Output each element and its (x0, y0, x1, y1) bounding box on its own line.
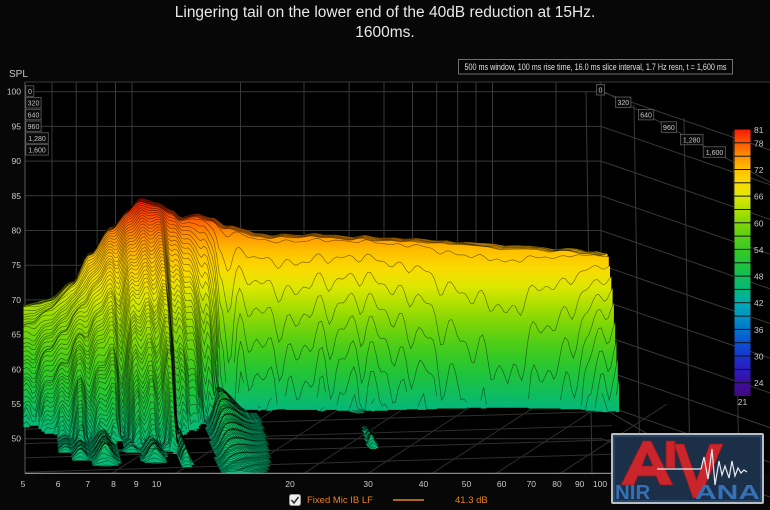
svg-text:100: 100 (593, 479, 607, 489)
svg-text:SPL: SPL (9, 69, 28, 80)
svg-text:78: 78 (754, 138, 764, 148)
svg-text:500 ms window, 100 ms rise tim: 500 ms window, 100 ms rise time, 16.0 ms… (465, 62, 727, 73)
svg-text:9: 9 (134, 479, 139, 489)
svg-text:960: 960 (663, 125, 675, 132)
svg-text:5: 5 (21, 479, 26, 489)
svg-text:8: 8 (111, 479, 116, 489)
svg-text:1,280: 1,280 (28, 136, 46, 143)
svg-text:640: 640 (28, 112, 40, 119)
svg-text:24: 24 (754, 378, 764, 388)
svg-text:320: 320 (28, 101, 40, 108)
svg-text:54: 54 (754, 245, 764, 255)
svg-text:Fixed Mic IB LF: Fixed Mic IB LF (307, 495, 373, 506)
svg-text:60: 60 (754, 218, 764, 228)
svg-text:41.3 dB: 41.3 dB (455, 495, 488, 506)
svg-text:20: 20 (285, 479, 295, 489)
svg-text:30: 30 (754, 352, 764, 362)
svg-text:100: 100 (7, 87, 21, 97)
svg-text:42: 42 (754, 298, 764, 308)
svg-text:1,280: 1,280 (683, 137, 701, 144)
svg-text:81: 81 (754, 125, 764, 135)
svg-text:50: 50 (462, 479, 472, 489)
svg-text:30: 30 (363, 479, 373, 489)
svg-text:70: 70 (527, 479, 537, 489)
svg-text:65: 65 (12, 330, 22, 340)
svg-text:0: 0 (28, 89, 32, 96)
svg-text:21: 21 (738, 397, 748, 407)
svg-text:640: 640 (640, 112, 652, 119)
svg-text:90: 90 (12, 156, 22, 166)
svg-text:85: 85 (12, 191, 22, 201)
svg-text:40: 40 (419, 479, 429, 489)
svg-text:960: 960 (28, 124, 40, 131)
svg-text:70: 70 (12, 295, 22, 305)
svg-text:10: 10 (152, 479, 162, 489)
svg-text:80: 80 (12, 226, 22, 236)
svg-text:66: 66 (754, 192, 764, 202)
svg-text:60: 60 (12, 364, 22, 374)
svg-text:0: 0 (599, 88, 603, 95)
svg-text:50: 50 (12, 434, 22, 444)
svg-text:NIR: NIR (615, 481, 651, 502)
svg-text:95: 95 (12, 121, 22, 131)
svg-text:7: 7 (85, 479, 90, 489)
svg-text:ANA: ANA (695, 481, 760, 502)
svg-text:55: 55 (12, 399, 22, 409)
svg-text:48: 48 (754, 272, 764, 282)
svg-text:80: 80 (552, 479, 562, 489)
svg-text:36: 36 (754, 325, 764, 335)
svg-text:1,600: 1,600 (706, 150, 724, 157)
svg-text:90: 90 (575, 479, 585, 489)
svg-text:72: 72 (754, 165, 764, 175)
svg-text:6: 6 (56, 479, 61, 489)
svg-text:60: 60 (497, 479, 507, 489)
svg-text:75: 75 (12, 260, 22, 270)
svg-text:320: 320 (617, 100, 629, 107)
svg-text:1,600: 1,600 (28, 148, 46, 155)
